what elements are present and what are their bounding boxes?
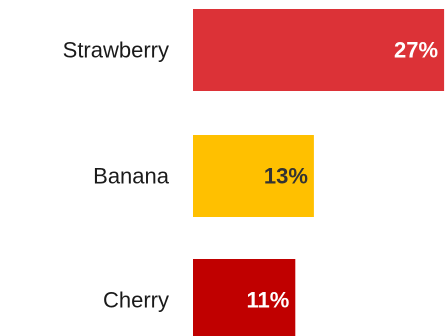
category-labels: Strawberry Banana Cherry [63, 38, 170, 313]
value-labels: 27% 13% 11% [246, 38, 438, 313]
bar-strawberry [193, 9, 445, 91]
bars [193, 9, 445, 336]
bar-banana [193, 135, 314, 217]
bar-cherry [193, 259, 296, 336]
value-label-banana: 13% [264, 164, 308, 189]
category-label-strawberry: Strawberry [63, 38, 169, 63]
value-label-strawberry: 27% [394, 38, 438, 63]
category-label-banana: Banana [93, 164, 170, 189]
value-label-cherry: 11% [246, 288, 289, 313]
category-label-cherry: Cherry [103, 288, 169, 313]
